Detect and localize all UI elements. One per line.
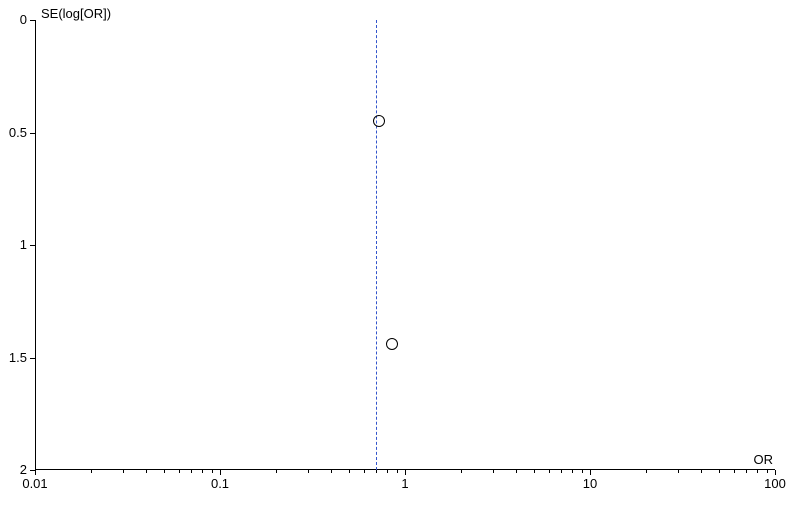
x-minor-tick-mark bbox=[493, 470, 494, 473]
x-tick-mark bbox=[220, 470, 221, 475]
x-minor-tick-mark bbox=[397, 470, 398, 473]
x-minor-tick-mark bbox=[561, 470, 562, 473]
x-minor-tick-mark bbox=[582, 470, 583, 473]
x-minor-tick-mark bbox=[123, 470, 124, 473]
x-minor-tick-mark bbox=[146, 470, 147, 473]
x-minor-tick-mark bbox=[364, 470, 365, 473]
x-tick-mark bbox=[405, 470, 406, 475]
x-minor-tick-mark bbox=[572, 470, 573, 473]
x-minor-tick-mark bbox=[549, 470, 550, 473]
y-tick-label: 0 bbox=[20, 12, 27, 27]
x-minor-tick-mark bbox=[461, 470, 462, 473]
x-minor-tick-mark bbox=[308, 470, 309, 473]
y-tick-label: 1 bbox=[20, 237, 27, 252]
x-minor-tick-mark bbox=[202, 470, 203, 473]
x-tick-label: 1 bbox=[401, 476, 408, 491]
x-tick-label: 100 bbox=[764, 476, 786, 491]
y-tick-mark bbox=[30, 358, 35, 359]
x-minor-tick-mark bbox=[734, 470, 735, 473]
data-point bbox=[373, 115, 385, 127]
x-minor-tick-mark bbox=[179, 470, 180, 473]
x-tick-mark bbox=[590, 470, 591, 475]
x-minor-tick-mark bbox=[701, 470, 702, 473]
y-tick-label: 2 bbox=[20, 462, 27, 477]
y-tick-mark bbox=[30, 133, 35, 134]
reference-line bbox=[376, 20, 377, 470]
x-minor-tick-mark bbox=[678, 470, 679, 473]
x-minor-tick-mark bbox=[331, 470, 332, 473]
x-minor-tick-mark bbox=[516, 470, 517, 473]
x-minor-tick-mark bbox=[767, 470, 768, 473]
x-tick-label: 10 bbox=[583, 476, 597, 491]
x-minor-tick-mark bbox=[746, 470, 747, 473]
x-minor-tick-mark bbox=[757, 470, 758, 473]
y-tick-mark bbox=[30, 245, 35, 246]
x-tick-mark bbox=[35, 470, 36, 475]
plot-area bbox=[35, 20, 775, 470]
y-axis-label: SE(log[OR]) bbox=[41, 6, 111, 21]
x-minor-tick-mark bbox=[91, 470, 92, 473]
x-minor-tick-mark bbox=[276, 470, 277, 473]
y-tick-mark bbox=[30, 20, 35, 21]
x-minor-tick-mark bbox=[534, 470, 535, 473]
x-tick-label: 0.1 bbox=[211, 476, 229, 491]
x-minor-tick-mark bbox=[164, 470, 165, 473]
x-minor-tick-mark bbox=[349, 470, 350, 473]
data-point bbox=[386, 338, 398, 350]
x-minor-tick-mark bbox=[191, 470, 192, 473]
y-tick-label: 1.5 bbox=[9, 350, 27, 365]
x-minor-tick-mark bbox=[646, 470, 647, 473]
y-tick-label: 0.5 bbox=[9, 125, 27, 140]
x-minor-tick-mark bbox=[719, 470, 720, 473]
x-minor-tick-mark bbox=[376, 470, 377, 473]
x-minor-tick-mark bbox=[212, 470, 213, 473]
x-axis-label: OR bbox=[754, 452, 774, 467]
x-minor-tick-mark bbox=[387, 470, 388, 473]
x-tick-mark bbox=[775, 470, 776, 475]
funnel-plot-chart: SE(log[OR]) OR 0 0.5 1 1.5 2 0.01 0.1 1 10 100 bbox=[0, 0, 800, 515]
x-tick-label: 0.01 bbox=[22, 476, 47, 491]
